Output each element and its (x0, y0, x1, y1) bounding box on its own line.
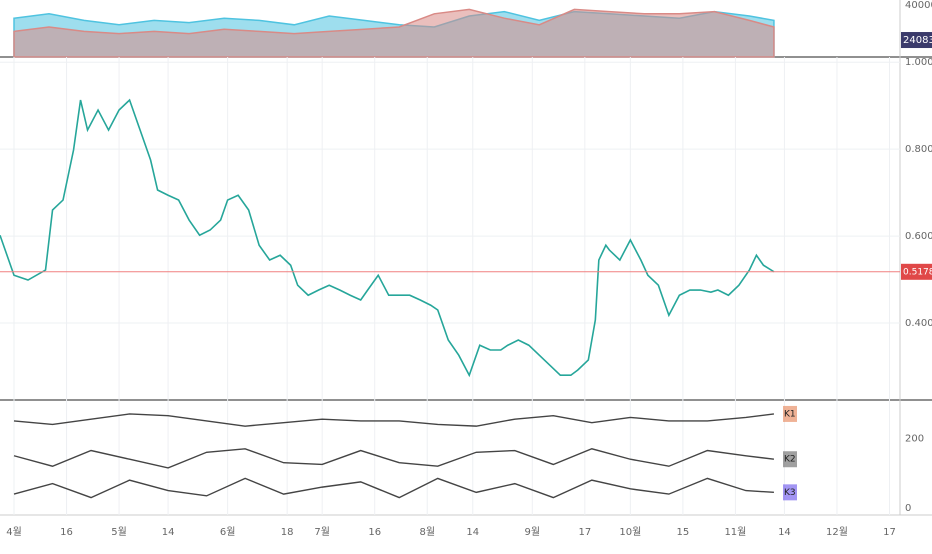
last-price-label: 0.51789 (903, 267, 932, 277)
x-tick-label: 14 (466, 527, 479, 538)
oscillator-line (13, 448, 775, 469)
x-tick-label: 5월 (111, 526, 127, 538)
last-value-label: 24083 (903, 35, 932, 46)
x-tick-label: 18 (281, 527, 294, 538)
legend-label: K1 (784, 409, 796, 419)
x-tick-label: 7월 (314, 526, 330, 538)
x-tick-label: 16 (60, 527, 73, 538)
oscillator-line (13, 413, 775, 427)
x-tick-label: 16 (368, 527, 381, 538)
x-tick-label: 8월 (419, 526, 435, 538)
area (13, 8, 775, 58)
y-tick-label: 200 (905, 433, 924, 444)
x-tick-label: 17 (883, 527, 896, 538)
series-badge (783, 484, 797, 501)
y-tick-label: 0.60000 (905, 231, 932, 242)
x-tick-label: 14 (162, 527, 175, 538)
y-tick-label: 40000 (905, 0, 932, 11)
oscillator-line (13, 477, 774, 499)
last-price-badge (901, 263, 932, 280)
series-badge (783, 405, 797, 422)
x-tick-label: 4월 (6, 526, 22, 538)
x-tick-label: 6월 (220, 526, 236, 538)
x-tick-label: 12월 (826, 526, 848, 538)
price-line (0, 98, 775, 378)
y-tick-label: 0.40000 (905, 318, 932, 329)
x-tick-label: 15 (677, 527, 690, 538)
y-tick-label: 0 (905, 503, 911, 514)
x-tick-label: 11월 (724, 526, 746, 538)
legend-label: K3 (784, 488, 796, 498)
x-tick-label: 10월 (619, 526, 641, 538)
x-tick-label: 9월 (525, 526, 541, 538)
x-tick-label: 17 (578, 527, 591, 538)
y-tick-label: 0.80000 (905, 144, 932, 155)
legend-label: K2 (784, 455, 796, 465)
series-badge (783, 451, 797, 468)
y-tick-label: 1.00000 (905, 57, 932, 68)
x-tick-label: 14 (778, 527, 791, 538)
last-value-badge (901, 32, 932, 49)
